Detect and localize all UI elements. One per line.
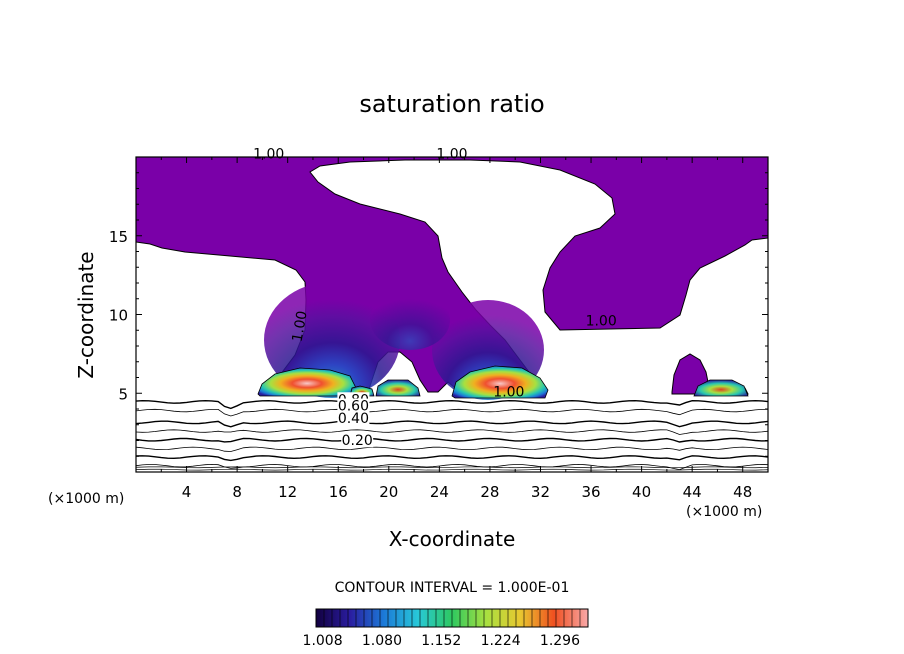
cloud-cell-center [451,365,549,399]
contour-line-0.9 [136,399,768,410]
cloud-cell-left [257,367,357,397]
contour-line-0.8 [136,408,768,417]
y-tick-label: 5 [118,385,128,403]
x-tick-label: 24 [430,483,449,501]
colorbar-label: 1.008 [303,633,343,649]
cloud-cell-small-b [375,379,421,397]
contour-line-0.6 [136,429,768,435]
y-tick-label: 10 [109,307,128,325]
contour-line-low [136,468,768,471]
chart-title: saturation ratio [359,90,544,118]
contour-line-0.3 [136,455,768,462]
contour-label: 1.00 [493,384,524,400]
contour-line-0.5 [136,437,768,443]
x-unit-left: (×1000 m) [48,491,124,507]
x-axis-title: X-coordinate [389,527,516,551]
contour-label-bg [337,411,370,426]
subsaturated-contour-lines [136,399,768,471]
colorbar-label: 1.152 [421,633,461,649]
x-tick-label: 4 [182,483,192,501]
x-tick-label: 48 [733,483,752,501]
colorbar-label: 1.296 [540,633,580,649]
plume-core-mid [370,290,450,350]
contour-label: 0.60 [338,399,369,415]
plot-area [136,157,768,472]
contour-line-0.2 [136,463,768,471]
x-tick-label: 44 [683,483,702,501]
contour-label-bg [337,398,370,413]
y-axis-title: Z-coordinate [74,251,98,378]
x-axis: 4 8 12 16 20 24 28 32 36 40 44 48 [160,157,752,501]
x-tick-label: 20 [379,483,398,501]
colorbar-label: 1.080 [362,633,402,649]
colorbar-labels: 1.008 1.080 1.152 1.224 1.296 [303,633,581,649]
y-axis: 5 10 15 [109,172,768,457]
x-tick-label: 40 [632,483,651,501]
x-tick-label: 8 [232,483,242,501]
x-tick-label: 12 [278,483,297,501]
colorbar: 1.008 1.080 1.152 1.224 1.296 [303,608,589,649]
colorbar-ticks [323,609,581,627]
x-tick-label: 36 [581,483,600,501]
cloud-cell-right [693,379,749,397]
x-tick-label: 32 [531,483,550,501]
x-tick-label: 28 [480,483,499,501]
contour-label-bg [341,433,374,448]
contour-line-0.4 [136,446,768,452]
contour-label: 0.20 [342,433,373,449]
colorbar-label: 1.224 [481,633,521,649]
x-unit-right: (×1000 m) [686,504,762,520]
contour-interval-note: CONTOUR INTERVAL = 1.000E-01 [335,580,570,596]
contour-labels: 1.001.001.001.001.000.800.600.400.20 [253,147,617,450]
x-tick-label: 16 [329,483,348,501]
contour-label: 1.00 [253,147,284,163]
contour-label: 1.00 [436,147,467,163]
contour-line-low [136,466,768,469]
contour-label: 1.00 [290,310,311,343]
contour-label: 1.00 [586,314,617,330]
y-tick-label: 15 [109,228,128,246]
contour-line-0.7 [136,420,768,428]
contour-label: 0.40 [338,411,369,427]
